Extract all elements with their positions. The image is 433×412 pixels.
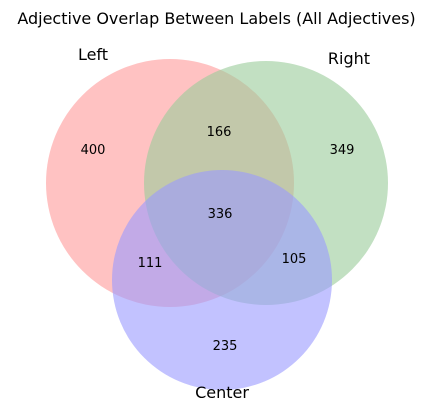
region-center-only: 235 — [213, 339, 238, 354]
region-right-only: 349 — [330, 143, 355, 158]
set-label-left: Left — [78, 45, 108, 64]
circle-center — [112, 170, 332, 390]
region-left-center: 111 — [138, 256, 163, 271]
region-all-three: 336 — [208, 207, 233, 222]
set-label-right: Right — [328, 49, 370, 68]
region-left-only: 400 — [81, 143, 106, 158]
region-right-center: 105 — [282, 252, 307, 267]
set-label-center: Center — [195, 383, 249, 402]
diagram-title: Adjective Overlap Between Labels (All Ad… — [17, 9, 415, 28]
region-left-right: 166 — [207, 125, 232, 140]
